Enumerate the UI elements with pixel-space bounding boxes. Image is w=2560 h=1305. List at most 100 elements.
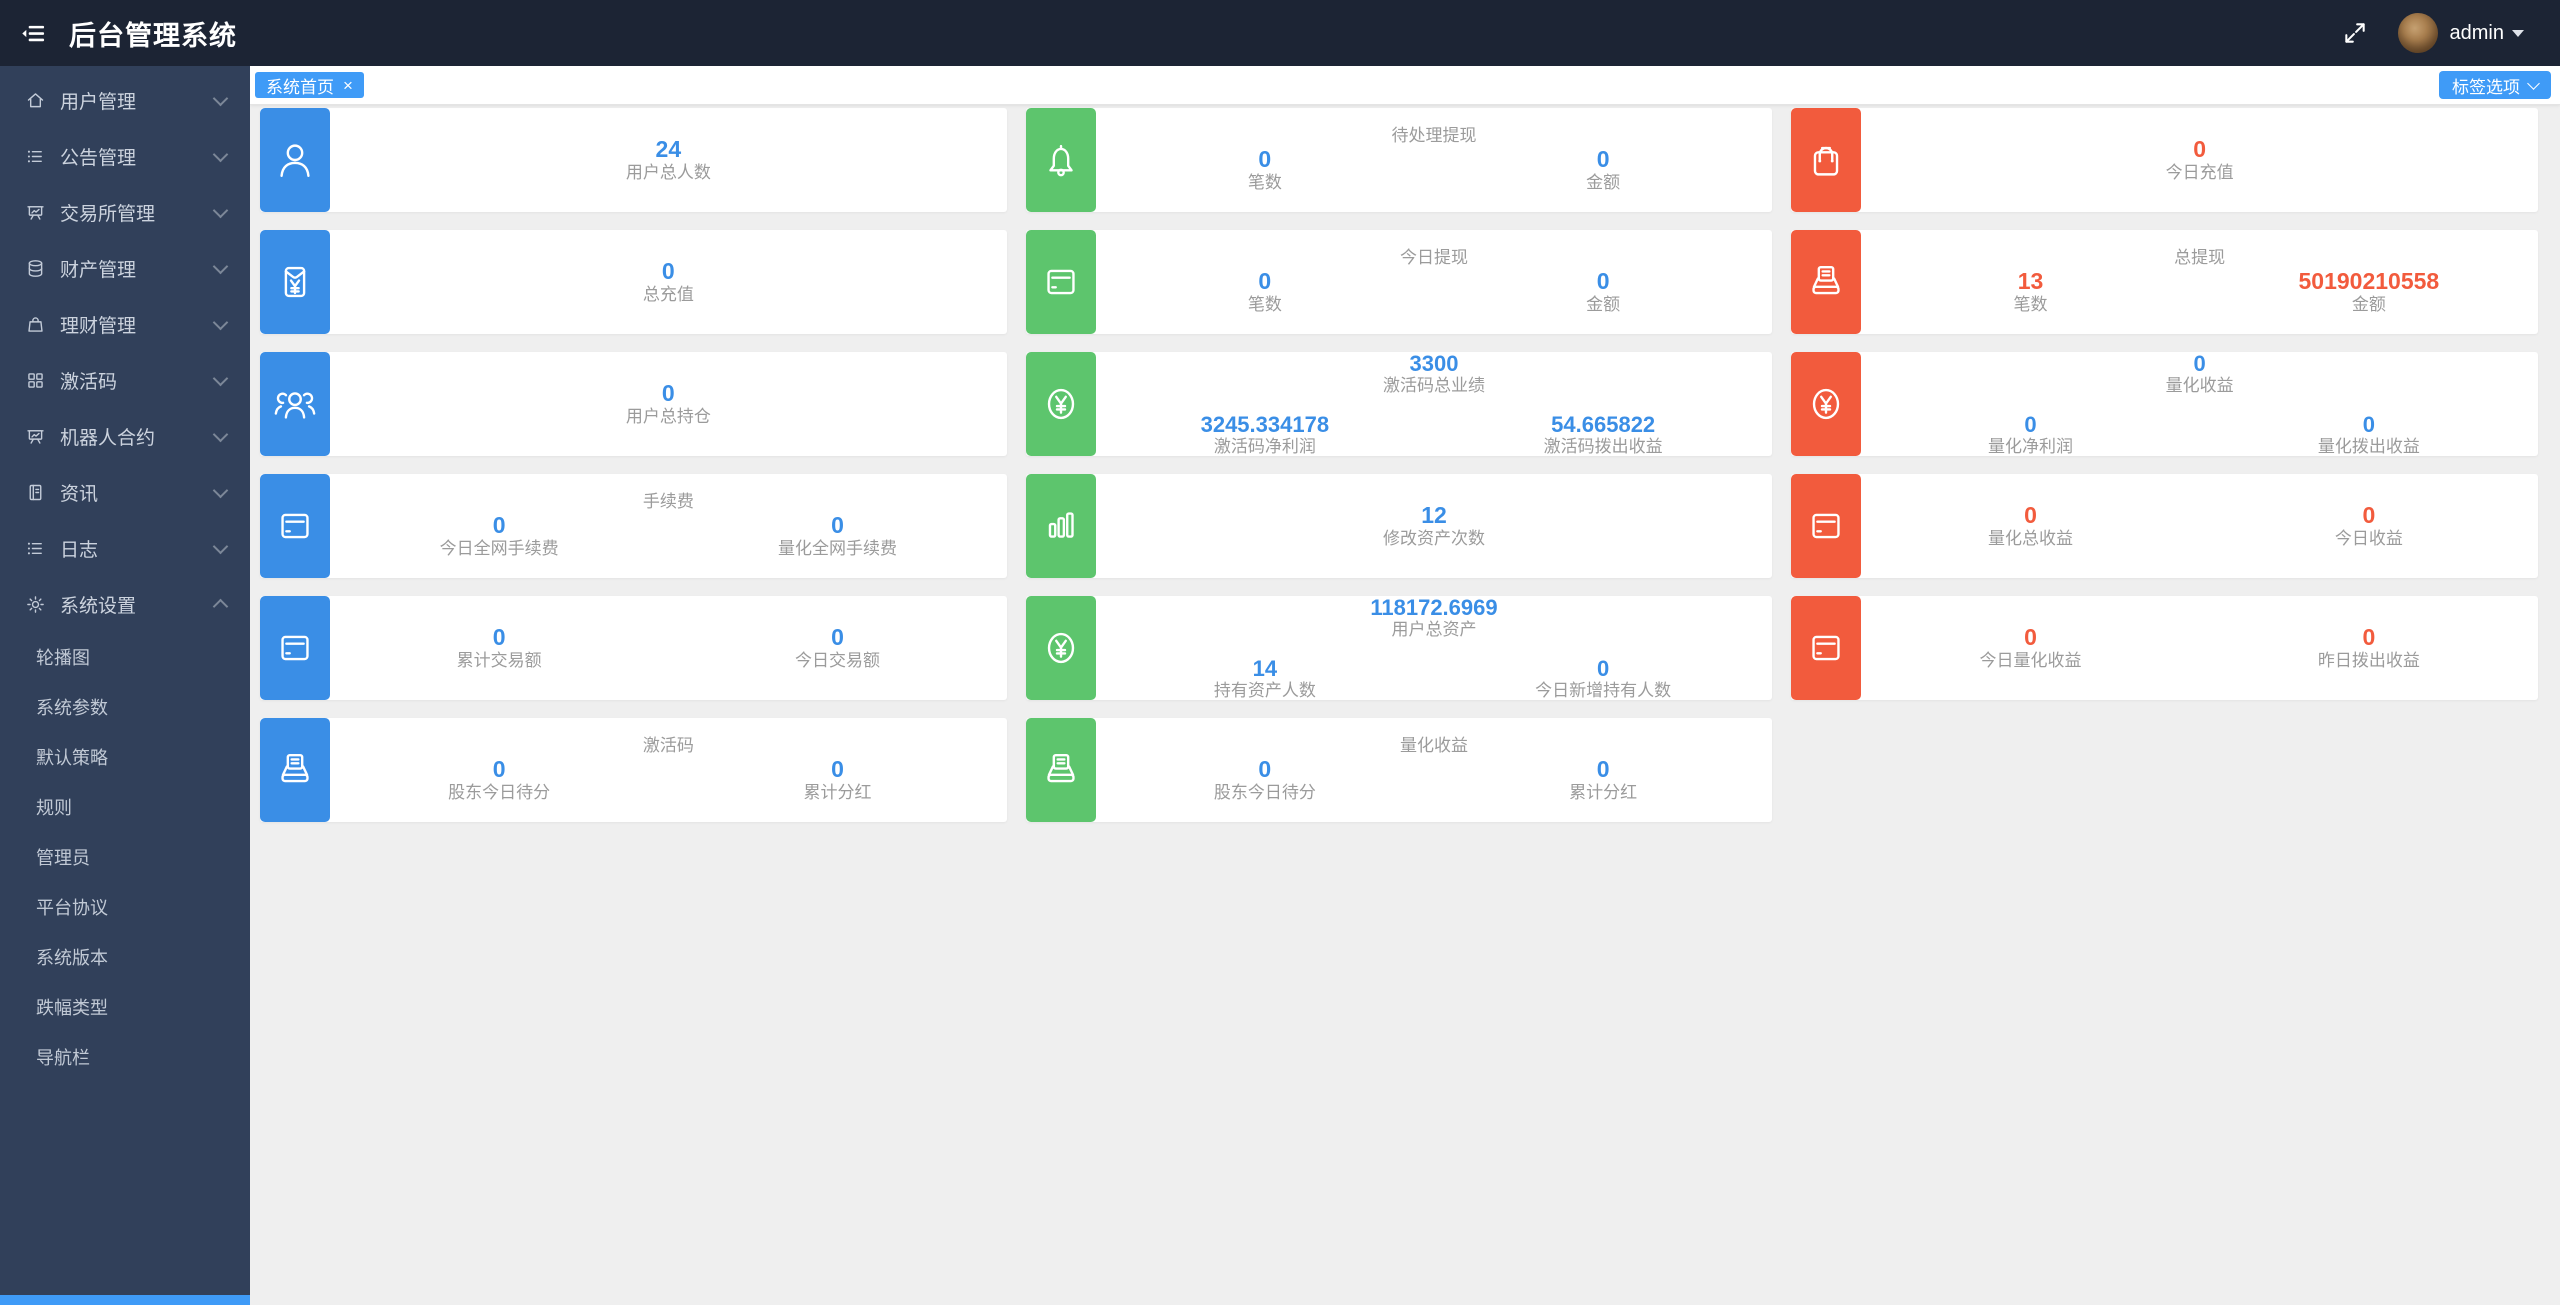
stat-value: 24 bbox=[655, 136, 682, 162]
stat-label: 修改资产次数 bbox=[1382, 529, 1485, 548]
stat-value: 0 bbox=[831, 624, 844, 650]
sidebar-item-6[interactable]: 激活码 bbox=[0, 352, 250, 408]
stat-card: 0 量化总收益 0 今日收益 bbox=[1791, 474, 2538, 578]
sidebar-item-7[interactable]: 机器人合约 bbox=[0, 408, 250, 464]
chevron-down-icon bbox=[212, 370, 229, 386]
stat-value: 0 bbox=[1258, 756, 1272, 782]
stat-value: 0 bbox=[1596, 756, 1610, 782]
stat-label: 今日充值 bbox=[2165, 163, 2234, 182]
user-icon bbox=[260, 108, 330, 212]
stat-value: 0 bbox=[2362, 502, 2376, 528]
sidebar-item-label: 交易所管理 bbox=[60, 203, 156, 225]
card-stat: 54.665822 激活码拨出收益 bbox=[1434, 413, 1772, 457]
sidebar-subitem[interactable]: 导航栏 bbox=[0, 1032, 250, 1082]
fold-menu-icon[interactable] bbox=[20, 22, 47, 45]
stat-card: 0 累计交易额 0 今日交易额 bbox=[260, 596, 1007, 700]
sidebar-item-label: 系统设置 bbox=[60, 595, 137, 617]
stat-card: 待处理提现 0 笔数 0 金额 bbox=[1025, 108, 1773, 212]
sidebar-item-1[interactable]: 用户管理 bbox=[0, 72, 250, 128]
sidebar-item-label: 资讯 bbox=[60, 483, 99, 505]
sidebar-bottom-strip bbox=[0, 1295, 250, 1305]
sidebar-item-label: 财产管理 bbox=[60, 259, 137, 281]
tag-options-button[interactable]: 标签选项 bbox=[2439, 71, 2551, 99]
user-avatar[interactable] bbox=[2397, 13, 2438, 53]
sidebar-item-8[interactable]: 资讯 bbox=[0, 464, 250, 520]
sidebar-item-label: 公告管理 bbox=[60, 147, 137, 169]
sidebar-subitem[interactable]: 平台协议 bbox=[0, 882, 250, 932]
username[interactable]: admin bbox=[2449, 21, 2504, 44]
card-body: 0 累计交易额 0 今日交易额 bbox=[330, 596, 1007, 700]
database-icon bbox=[24, 257, 46, 279]
card-body: 待处理提现 0 笔数 0 金额 bbox=[1096, 108, 1773, 212]
credit-card-icon bbox=[1791, 474, 1862, 578]
stat-card: 0 总充值 bbox=[260, 230, 1007, 334]
card-body: 24 用户总人数 bbox=[330, 108, 1007, 212]
chevron-down-icon bbox=[212, 258, 229, 274]
sidebar-subitem[interactable]: 规则 bbox=[0, 782, 250, 832]
stat-value: 0 bbox=[2024, 502, 2037, 528]
card-stat: 14 持有资产人数 bbox=[1096, 657, 1434, 701]
list-icon bbox=[24, 537, 46, 559]
card-body: 0 总充值 bbox=[330, 230, 1007, 334]
card-top-stat: 0 量化收益 bbox=[2165, 352, 2234, 395]
chevron-down-icon bbox=[212, 202, 229, 218]
card-stat: 0 今日收益 bbox=[2200, 502, 2538, 550]
sidebar-item-4[interactable]: 财产管理 bbox=[0, 240, 250, 296]
sidebar-subitem-label: 系统版本 bbox=[36, 948, 108, 968]
sidebar-subitem-label: 跌幅类型 bbox=[36, 998, 108, 1018]
app-title: 后台管理系统 bbox=[69, 20, 237, 51]
chevron-down-icon bbox=[212, 90, 229, 106]
stat-label: 用户总人数 bbox=[625, 163, 711, 182]
card-body: 0 量化收益 0 量化净利润 0 量化拨出收益 bbox=[1861, 352, 2538, 456]
sidebar-subitem-label: 默认策略 bbox=[36, 748, 108, 768]
card-stat: 0 今日交易额 bbox=[668, 624, 1006, 672]
sidebar-item-9[interactable]: 日志 bbox=[0, 520, 250, 576]
card-stat: 0 金额 bbox=[1434, 268, 1772, 316]
card-body: 3300 激活码总业绩 3245.334178 激活码净利润 54.665822 激活码拨… bbox=[1096, 352, 1773, 456]
sidebar-item-2[interactable]: 公告管理 bbox=[0, 128, 250, 184]
sidebar-subitem[interactable]: 系统版本 bbox=[0, 932, 250, 982]
stat-card: 118172.6969 用户总资产 14 持有资产人数 0 今日新增持有人数 bbox=[1025, 596, 1773, 701]
stat-label: 笔数 bbox=[1247, 173, 1282, 192]
card-stat-row: 24 用户总人数 bbox=[330, 136, 1007, 184]
stat-card: 量化收益 0 股东今日待分 0 累计分红 bbox=[1025, 718, 1773, 822]
sidebar-item-label: 机器人合约 bbox=[60, 427, 156, 449]
stat-value: 0 bbox=[492, 756, 506, 782]
sidebar-subitem[interactable]: 管理员 bbox=[0, 832, 250, 882]
sidebar-item-3[interactable]: 交易所管理 bbox=[0, 184, 250, 240]
stat-label: 今日量化收益 bbox=[1979, 651, 2082, 670]
sidebar-subitem[interactable]: 跌幅类型 bbox=[0, 982, 250, 1032]
sidebar-subitem-label: 管理员 bbox=[36, 848, 90, 868]
sidebar-subitem-label: 规则 bbox=[36, 798, 72, 818]
stat-label: 总充值 bbox=[642, 285, 694, 304]
card-stat: 12 修改资产次数 bbox=[1096, 502, 1773, 550]
card-top-stat: 118172.6969 用户总资产 bbox=[1370, 596, 1498, 639]
card-stat: 0 笔数 bbox=[1096, 268, 1434, 316]
sidebar-menu: 用户管理公告管理交易所管理财产管理理财管理 激活码机器人合约资讯日志系统设置轮播图… bbox=[0, 66, 250, 1082]
close-icon[interactable]: × bbox=[343, 75, 353, 95]
sidebar-subitem[interactable]: 系统参数 bbox=[0, 682, 250, 732]
card-stat: 0 昨日拨出收益 bbox=[2200, 624, 2538, 672]
sidebar-item-10[interactable]: 系统设置 bbox=[0, 576, 250, 632]
card-stat-row: 0 今日充值 bbox=[1861, 136, 2538, 184]
chevron-down-icon bbox=[212, 538, 229, 554]
fullscreen-expand-icon[interactable] bbox=[2342, 20, 2368, 46]
stat-label: 今日收益 bbox=[2334, 529, 2403, 548]
home-icon bbox=[24, 89, 46, 111]
stat-card: 激活码 0 股东今日待分 0 累计分红 bbox=[260, 718, 1007, 822]
sidebar-subitem[interactable]: 轮播图 bbox=[0, 632, 250, 682]
stat-label: 金额 bbox=[2351, 295, 2386, 314]
yen-circle-icon bbox=[1025, 352, 1096, 456]
chevron-down-icon[interactable] bbox=[2512, 29, 2524, 37]
card-top-stat: 3300 激活码总业绩 bbox=[1382, 352, 1485, 395]
sidebar-subitem[interactable]: 默认策略 bbox=[0, 732, 250, 782]
card-body: 量化收益 0 股东今日待分 0 累计分红 bbox=[1096, 718, 1773, 822]
sidebar-item-5[interactable]: 理财管理 bbox=[0, 296, 250, 352]
tab-system-home[interactable]: 系统首页 × bbox=[255, 72, 364, 98]
stat-card: 今日提现 0 笔数 0 金额 bbox=[1025, 230, 1773, 334]
bell-icon bbox=[1025, 108, 1096, 212]
stat-label: 今日交易额 bbox=[794, 651, 880, 670]
stat-card: 0 用户总持仓 bbox=[260, 352, 1007, 456]
stat-label: 累计交易额 bbox=[456, 651, 542, 670]
card-stat: 0 累计分红 bbox=[668, 756, 1006, 804]
